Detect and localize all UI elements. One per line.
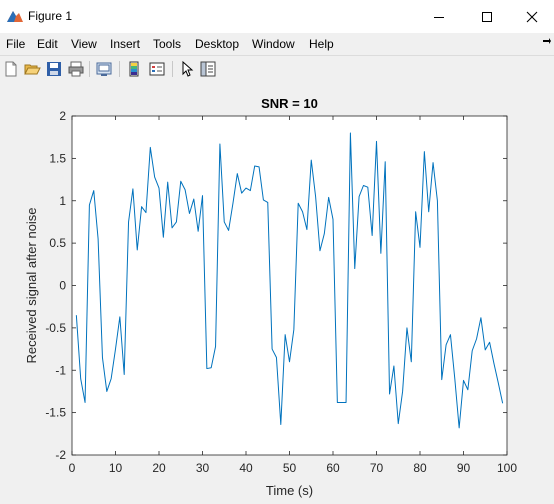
x-tick-label: 90 — [457, 461, 471, 475]
x-tick-label: 60 — [326, 461, 340, 475]
x-tick-label: 0 — [69, 461, 76, 475]
print-icon[interactable] — [67, 60, 85, 78]
close-button[interactable] — [509, 0, 554, 33]
y-tick-label: 0 — [59, 279, 66, 293]
x-tick-label: 10 — [109, 461, 123, 475]
y-tick-label: -1 — [55, 363, 66, 377]
x-tick-label: 30 — [196, 461, 210, 475]
y-tick-label: -1.5 — [45, 406, 66, 420]
figure-toolbar — [0, 55, 554, 84]
toolbar-dock-arrow-icon[interactable] — [542, 37, 552, 47]
menu-desktop[interactable]: Desktop — [195, 37, 240, 51]
minimize-button[interactable] — [416, 0, 462, 33]
x-axis-label: Time (s) — [266, 483, 313, 498]
x-tick-label: 100 — [497, 461, 517, 475]
menu-insert[interactable]: Insert — [110, 37, 141, 51]
minimize-icon — [434, 16, 444, 18]
maximize-icon — [482, 11, 492, 22]
menu-edit[interactable]: Edit — [37, 37, 58, 51]
y-tick-label: -0.5 — [45, 321, 66, 335]
maximize-button[interactable] — [464, 0, 510, 33]
axes-box — [71, 115, 508, 456]
insert-legend-icon[interactable] — [148, 60, 166, 78]
figure-canvas: 0 10 20 30 40 50 60 70 80 90 100 -2 -1.5 -1 -0.5 0 0.5 1 1… — [0, 83, 554, 504]
line-chart[interactable]: 0 10 20 30 40 50 60 70 80 90 100 -2 -1.5 -1 -0.5 0 0.5 1 1… — [0, 83, 554, 504]
chart-title: SNR = 10 — [261, 96, 318, 111]
y-axis-label: Received signal after noise — [24, 207, 39, 363]
menu-window[interactable]: Window — [252, 37, 295, 51]
matlab-figure-icon — [7, 11, 23, 22]
x-tick-label: 50 — [283, 461, 297, 475]
toolbar-separator — [119, 61, 120, 77]
y-tick-label: 1.5 — [49, 151, 66, 165]
y-tick-label: 0.5 — [49, 236, 66, 250]
x-tick-label: 80 — [413, 461, 427, 475]
series-line — [75, 132, 504, 429]
insert-colorbar-icon[interactable] — [125, 60, 143, 78]
y-tick-label: 1 — [59, 194, 66, 208]
y-tick-label: -2 — [55, 448, 66, 462]
axes-background — [72, 116, 507, 455]
x-tick-label: 70 — [370, 461, 384, 475]
x-tick-label: 40 — [239, 461, 253, 475]
menu-file[interactable]: File — [6, 37, 26, 51]
new-figure-icon[interactable] — [2, 60, 20, 78]
save-icon[interactable] — [45, 60, 63, 78]
x-tick-label: 20 — [152, 461, 166, 475]
window-title-bar: Figure 1 — [0, 0, 554, 33]
menu-tools[interactable]: Tools — [153, 37, 182, 51]
menu-help[interactable]: Help — [309, 37, 334, 51]
link-plot-icon[interactable] — [95, 60, 113, 78]
menu-bar: File Edit View Insert Tools Desktop Wind… — [0, 33, 554, 54]
open-file-icon[interactable] — [23, 60, 41, 78]
toolbar-separator — [89, 61, 90, 77]
window-title: Figure 1 — [28, 9, 73, 23]
property-inspector-icon[interactable] — [199, 60, 217, 78]
y-tick-label: 2 — [59, 109, 66, 123]
toolbar-separator — [172, 61, 173, 77]
menu-view[interactable]: View — [71, 37, 97, 51]
edit-plot-arrow-icon[interactable] — [178, 60, 196, 78]
close-icon — [526, 11, 538, 22]
